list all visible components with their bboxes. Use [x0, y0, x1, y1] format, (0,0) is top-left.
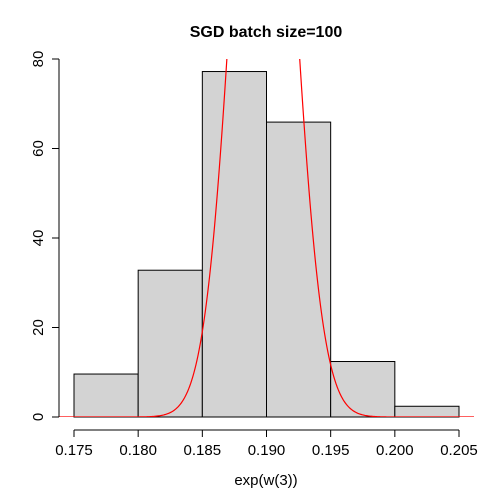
x-tick-label: 0.205 [440, 442, 478, 459]
x-tick-label: 0.185 [184, 442, 222, 459]
x-axis: 0.175 0.180 0.185 0.190 0.195 0.200 0.205 [55, 429, 478, 459]
y-tick-label: 80 [30, 51, 47, 68]
y-axis: 0 20 40 60 80 [30, 51, 60, 421]
y-tick-label: 0 [30, 413, 47, 421]
histogram-bar-2 [201, 71, 267, 418]
histogram-bar-3 [266, 121, 332, 418]
histogram-bar-4 [330, 361, 396, 418]
chart-title: SGD batch size=100 [190, 24, 343, 41]
x-tick-label: 0.190 [248, 442, 286, 459]
x-tick-label: 0.200 [376, 442, 414, 459]
histogram-bar-5 [394, 405, 460, 418]
density-curve-layer [59, 59, 474, 417]
y-tick-label: 60 [30, 140, 47, 157]
x-tick-label: 0.195 [312, 442, 350, 459]
x-tick-label: 0.175 [55, 442, 93, 459]
x-axis-label: exp(w(3)) [234, 472, 297, 489]
y-tick-label: 20 [30, 319, 47, 336]
density-curve [59, 59, 474, 417]
histogram-bar-0 [73, 373, 139, 418]
histogram-bars [73, 71, 460, 418]
histogram-bar-1 [137, 269, 203, 418]
y-tick-label: 40 [30, 230, 47, 247]
x-tick-label: 0.180 [119, 442, 157, 459]
